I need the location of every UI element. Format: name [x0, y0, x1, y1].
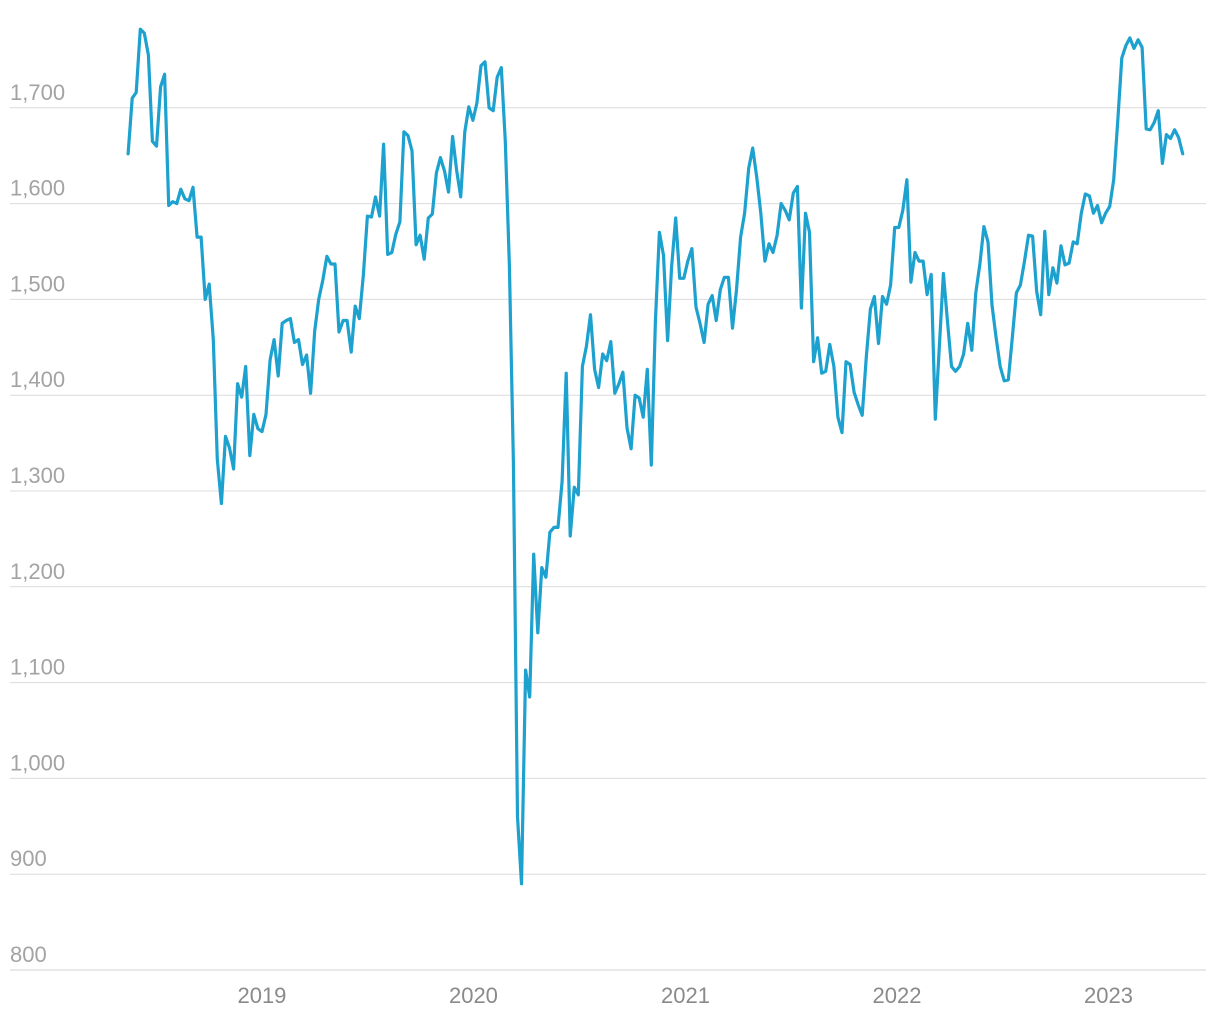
- y-tick-label: 1,400: [10, 367, 65, 392]
- series-line: [126, 27, 1185, 886]
- y-axis-ticks: 800 900 1,000 1,100 1,200 1,300 1,400 1,500 1,60…: [10, 80, 65, 967]
- y-tick-label: 800: [10, 942, 47, 967]
- y-tick-label: 1,000: [10, 750, 65, 775]
- y-tick-label: 1,700: [10, 80, 65, 105]
- y-tick-label: 1,300: [10, 463, 65, 488]
- x-tick-label: 2020: [449, 983, 498, 1008]
- y-tick-label: 1,100: [10, 655, 65, 680]
- series-layer: [126, 27, 1185, 886]
- y-tick-label: 1,600: [10, 176, 65, 201]
- x-tick-label: 2021: [661, 983, 710, 1008]
- x-tick-label: 2019: [237, 983, 286, 1008]
- x-tick-label: 2023: [1084, 983, 1133, 1008]
- y-tick-label: 1,200: [10, 559, 65, 584]
- grid-lines: [10, 107, 1206, 971]
- x-tick-label: 2022: [873, 983, 922, 1008]
- y-tick-label: 900: [10, 846, 47, 871]
- x-axis-ticks: 2019 2020 2021 2022 2023: [237, 983, 1132, 1008]
- y-tick-label: 1,500: [10, 271, 65, 296]
